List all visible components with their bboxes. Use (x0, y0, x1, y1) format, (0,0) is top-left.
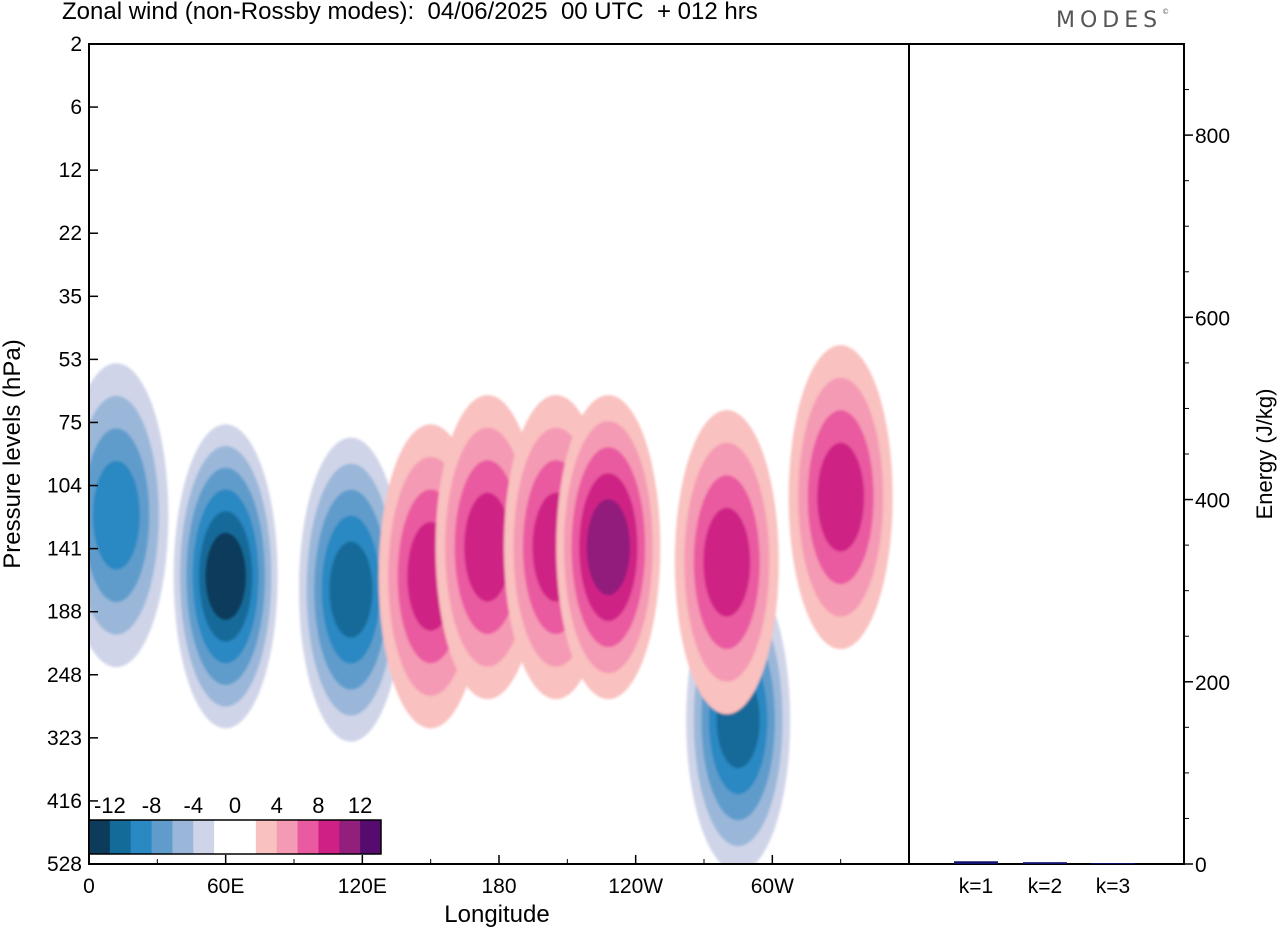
bar-y-tick-label: 0 (1195, 854, 1207, 877)
modes-logo: MODES© (1056, 8, 1169, 33)
contour-cell (89, 363, 169, 668)
contour-band (703, 507, 751, 617)
colorbar-swatch (276, 820, 299, 854)
colorbar-swatch (89, 820, 111, 854)
contour-cell (173, 424, 278, 729)
colorbar: -12 -8 -4 0 4 8 12 (88, 793, 382, 855)
contour-band (464, 492, 512, 602)
x-tick-label: 120E (338, 875, 387, 898)
colorbar-swatch (339, 820, 361, 854)
bar-x-axis: k=1 k=2 k=3 (959, 875, 1130, 898)
colorbar-swatch (297, 820, 319, 854)
contour-band (586, 499, 630, 596)
y-tick-label: 35 (59, 285, 82, 308)
bar-y-tick-label: 400 (1195, 490, 1230, 513)
contour-band (329, 541, 373, 638)
colorbar-swatch (255, 820, 278, 854)
bar-category-label: k=2 (1028, 875, 1062, 898)
colorbar-label: -4 (184, 793, 204, 818)
colorbar-swatch (360, 820, 382, 854)
y-tick-label: 104 (47, 475, 82, 498)
x-tick-label: 0 (83, 875, 95, 898)
y-axis: 2 6 12 22 35 53 75 104 141 188 248 323 416 528 (47, 33, 98, 876)
heatmap-contours (89, 345, 893, 864)
y-tick-label: 12 (59, 159, 82, 182)
colorbar-label: 0 (229, 793, 241, 818)
bar-y-tick-label: 200 (1195, 672, 1230, 695)
main-axes: 0 60E 120E 180 120W 60W 2 6 12 22 35 53 75 104 141 188… (0, 33, 910, 928)
bar-y-tick-label: 600 (1195, 307, 1230, 330)
bar-y-tick-label: 800 (1195, 125, 1230, 148)
bar-y-axis-label: Energy (J/kg) (1252, 389, 1277, 520)
contour-band (205, 532, 247, 620)
bar-frame (908, 43, 1185, 865)
logo-mark: © (1162, 8, 1170, 16)
y-tick-label: 416 (47, 790, 82, 813)
x-tick-label: 180 (481, 875, 516, 898)
y-tick-label: 22 (59, 222, 82, 245)
contour-cell (788, 345, 893, 650)
bar-category-label: k=1 (959, 875, 993, 898)
y-tick-label: 528 (47, 853, 82, 876)
colorbar-swatch (151, 820, 173, 854)
y-tick-label: 75 (59, 411, 82, 434)
colorbar-label: 4 (271, 793, 283, 818)
energy-bars (954, 861, 1135, 865)
y-axis-label: Pressure levels (hPa) (0, 339, 26, 568)
contour-cell (298, 437, 403, 742)
energy-bar (1023, 862, 1067, 864)
colorbar-swatch (235, 820, 257, 854)
colorbar-label: -8 (142, 793, 162, 818)
colorbar-label: -12 (94, 793, 126, 818)
y-tick-label: 248 (47, 664, 82, 687)
logo-text: MODES (1056, 8, 1163, 33)
colorbar-label: 8 (312, 793, 324, 818)
colorbar-label: 12 (348, 793, 372, 818)
contour-band (92, 460, 140, 570)
bar-category-label: k=3 (1096, 875, 1130, 898)
energy-bar (954, 861, 998, 864)
y-tick-label: 53 (59, 348, 82, 371)
x-axis-label: Longitude (444, 901, 549, 928)
colorbar-swatch (214, 820, 236, 854)
contour-cell (674, 410, 779, 715)
x-tick-label: 120W (608, 875, 663, 898)
colorbar-swatch (172, 820, 194, 854)
colorbar-swatch (193, 820, 215, 854)
y-tick-label: 6 (70, 96, 82, 119)
energy-bar-chart: k=1 k=2 k=3 0 200 400 600 800 Energy (J/kg) (908, 43, 1277, 898)
colorbar-swatch (318, 820, 340, 854)
x-axis: 0 60E 120E 180 120W 60W (83, 855, 842, 898)
bar-y-axis: 0 200 400 600 800 (1184, 89, 1230, 877)
contour-cell (556, 395, 661, 700)
x-tick-label: 60E (207, 875, 244, 898)
colorbar-frame (88, 819, 382, 855)
y-tick-label: 2 (70, 33, 82, 56)
y-tick-label: 188 (47, 601, 82, 624)
y-tick-label: 141 (47, 538, 82, 561)
x-tick-label: 60W (751, 875, 794, 898)
energy-bar (1091, 863, 1135, 865)
heatmap-area (89, 44, 909, 864)
colorbar-swatch (130, 820, 153, 854)
chart-title: Zonal wind (non-Rossby modes): 04/06/202… (62, 0, 758, 25)
y-tick-label: 323 (47, 727, 82, 750)
contour-band (817, 442, 865, 552)
colorbar-swatch (109, 820, 132, 854)
